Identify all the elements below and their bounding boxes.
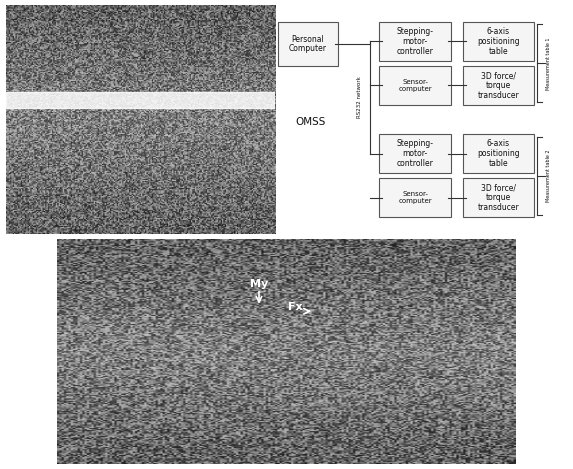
Text: Stepping-
motor-
controller: Stepping- motor- controller	[397, 139, 434, 168]
Text: Personal
Computer: Personal Computer	[289, 35, 327, 53]
Text: 3D force/
torque
transducer: 3D force/ torque transducer	[478, 71, 519, 99]
FancyBboxPatch shape	[463, 178, 534, 217]
Text: Sensor-
computer: Sensor- computer	[398, 79, 432, 91]
Text: My: My	[250, 279, 268, 289]
FancyBboxPatch shape	[278, 22, 337, 66]
FancyBboxPatch shape	[463, 134, 534, 173]
Text: 6-axis
positioning
table: 6-axis positioning table	[477, 27, 520, 56]
Text: 3D force/
torque
transducer: 3D force/ torque transducer	[478, 183, 519, 212]
Text: Measurement table 1: Measurement table 1	[546, 37, 551, 90]
Text: Measurement table 2: Measurement table 2	[546, 149, 551, 202]
Text: Stepping-
motor-
controller: Stepping- motor- controller	[397, 27, 434, 56]
Text: RS232 network: RS232 network	[358, 76, 363, 119]
FancyBboxPatch shape	[379, 134, 451, 173]
Text: Fx: Fx	[288, 302, 303, 312]
Text: 6-axis
positioning
table: 6-axis positioning table	[477, 139, 520, 168]
FancyBboxPatch shape	[379, 22, 451, 61]
FancyBboxPatch shape	[463, 66, 534, 105]
Bar	[6, 92, 275, 108]
Text: OMSS: OMSS	[296, 117, 326, 127]
FancyBboxPatch shape	[463, 22, 534, 61]
FancyBboxPatch shape	[379, 66, 451, 105]
FancyBboxPatch shape	[379, 178, 451, 217]
Text: Sensor-
computer: Sensor- computer	[398, 191, 432, 204]
